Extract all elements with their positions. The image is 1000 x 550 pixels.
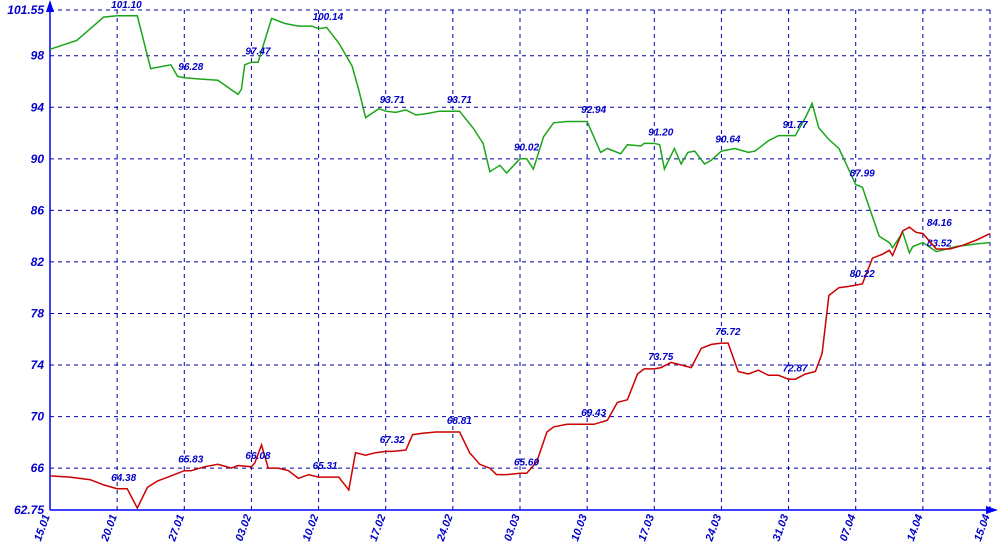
x-tick-label: 10.02 — [301, 513, 322, 543]
point-label-upper: 91.77 — [783, 120, 808, 131]
chart-svg: 62.75 66 70 74 78 82 86 90 94 98 101.55 15.01 20.01 2… — [0, 0, 1000, 550]
time-series-chart: 62.75 66 70 74 78 82 86 90 94 98 101.55 15.01 20.01 2… — [0, 0, 1000, 550]
y-tick-label: 70 — [31, 410, 45, 424]
point-label-upper: 101.10 — [111, 0, 142, 11]
x-tick: 03.02 — [234, 513, 255, 543]
point-label-lower: 65.83 — [178, 454, 203, 465]
y-tick-label: 82 — [31, 255, 45, 269]
y-tick-label: 101.55 — [7, 3, 44, 17]
x-tick: 17.03 — [636, 513, 657, 543]
x-tick: 03.03 — [502, 513, 523, 543]
point-label-lower: 73.75 — [648, 352, 673, 363]
point-label-lower: 64.38 — [111, 473, 136, 484]
x-tick-label: 20.01 — [99, 513, 120, 544]
x-tick: 17.02 — [368, 513, 389, 543]
x-tick-label: 14.04 — [905, 513, 926, 543]
x-tick: 15.04 — [972, 513, 993, 543]
y-tick-label: 90 — [31, 152, 45, 166]
point-label-upper: 90.02 — [514, 143, 539, 154]
point-label-lower: 69.43 — [581, 408, 606, 419]
x-tick: 24.03 — [703, 513, 724, 544]
point-label-upper: 97.47 — [245, 47, 270, 58]
point-label-upper: 90.64 — [715, 135, 740, 146]
point-label-upper: 91.20 — [648, 127, 673, 138]
x-tick-label: 31.03 — [771, 513, 792, 543]
y-tick-label: 94 — [31, 100, 45, 114]
x-tick: 27.01 — [166, 513, 187, 544]
y-axis-arrow-icon — [46, 0, 54, 12]
x-tick-label: 15.04 — [972, 513, 993, 543]
y-tick-label: 78 — [31, 306, 45, 320]
point-label-lower: 84.16 — [927, 218, 952, 229]
y-tick-label: 74 — [31, 358, 45, 372]
point-label-upper: 93.71 — [380, 95, 405, 106]
x-tick-label: 17.03 — [636, 513, 657, 543]
x-tick-label: 15.01 — [32, 513, 53, 543]
x-tick-label: 24.02 — [435, 513, 456, 544]
x-tick: 14.04 — [905, 513, 926, 543]
point-label-upper: 100.14 — [313, 12, 344, 23]
x-tick-label: 10.03 — [569, 513, 590, 543]
point-label-upper: 87.99 — [850, 169, 875, 180]
point-label-upper: 93.71 — [447, 95, 472, 106]
point-label-lower: 67.32 — [380, 435, 405, 446]
point-label-lower: 65.31 — [313, 461, 338, 472]
x-tick-label: 03.03 — [502, 513, 523, 543]
x-axis-arrow-icon — [986, 506, 998, 514]
point-label-lower: 72.87 — [783, 364, 808, 375]
point-label-upper: 83.52 — [927, 238, 952, 249]
x-tick: 24.02 — [435, 513, 456, 544]
y-tick-label: 62.75 — [14, 503, 44, 517]
x-tick-label: 17.02 — [368, 513, 389, 543]
point-label-lower: 66.08 — [245, 451, 270, 462]
x-tick-label: 24.03 — [703, 513, 724, 544]
x-tick-label: 03.02 — [234, 513, 255, 543]
point-label-upper: 96.28 — [178, 62, 203, 73]
x-tick: 15.01 — [32, 513, 53, 543]
y-tick-label: 86 — [31, 203, 45, 217]
y-tick-label: 66 — [31, 461, 45, 475]
x-tick: 10.03 — [569, 513, 590, 543]
x-tick: 20.01 — [99, 513, 120, 544]
x-tick: 31.03 — [771, 513, 792, 543]
y-tick-label: 98 — [31, 49, 45, 63]
x-tick-label: 27.01 — [166, 513, 187, 544]
point-label-lower: 65.60 — [514, 457, 539, 468]
point-label-upper: 92.94 — [581, 105, 606, 116]
x-tick: 10.02 — [301, 513, 322, 543]
point-label-lower: 80.22 — [850, 269, 875, 280]
point-label-lower: 68.81 — [447, 416, 472, 427]
point-label-lower: 75.72 — [715, 327, 740, 338]
x-tick: 07.04 — [838, 513, 859, 543]
x-tick-label: 07.04 — [838, 513, 859, 543]
